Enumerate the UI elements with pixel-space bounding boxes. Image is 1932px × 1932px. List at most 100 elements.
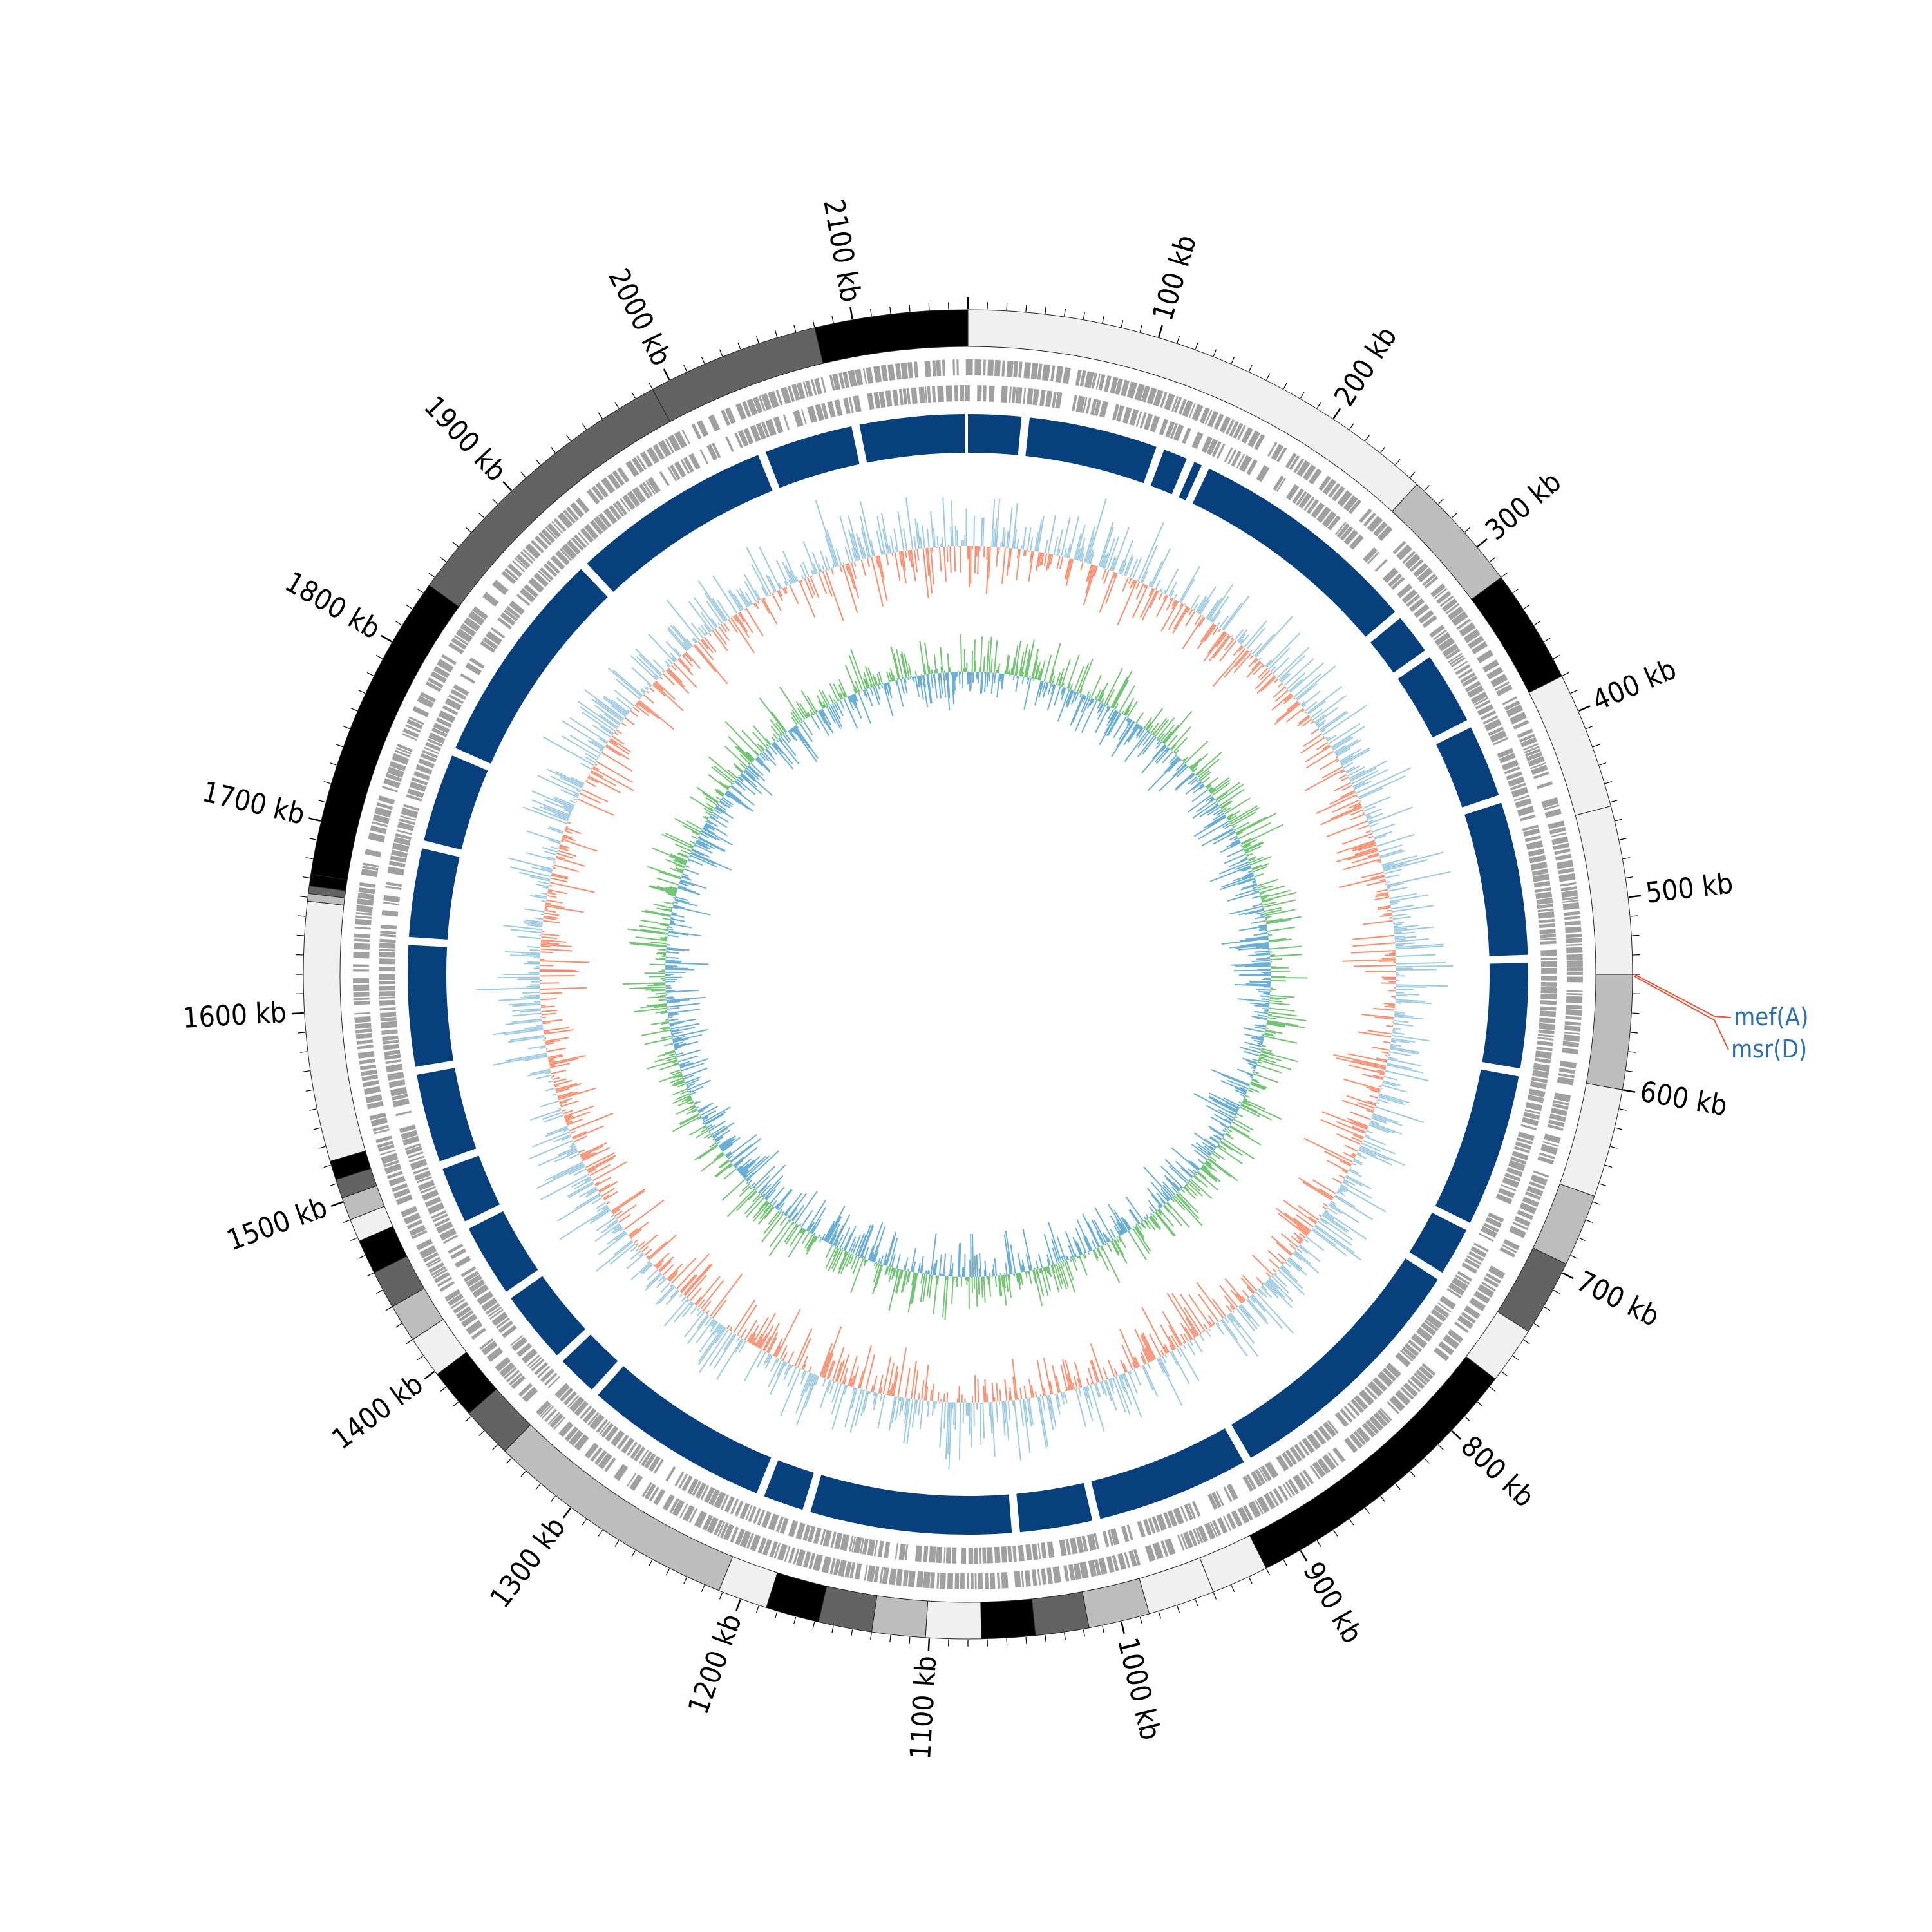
gc-content-bar [614, 1240, 633, 1256]
cds-feature [417, 1180, 435, 1191]
gc-skew-bar [671, 1034, 675, 1036]
cds-feature [1152, 1542, 1164, 1560]
gc-content-bar [1265, 1281, 1293, 1309]
gc-skew-bar [822, 701, 827, 708]
minor-tick [1593, 1201, 1600, 1205]
gc-skew-bar [1173, 751, 1177, 753]
minor-tick [520, 1471, 526, 1477]
gc-skew-bar [1099, 711, 1119, 746]
gc-content-bar [897, 1347, 907, 1397]
gc-content-bar [1358, 1031, 1392, 1038]
gc-content-bar [636, 656, 659, 679]
gc-skew-bar [1127, 718, 1131, 723]
gc-skew-bar [1155, 1211, 1177, 1237]
cds-feature [431, 1266, 446, 1276]
gc-content-bar [1354, 1159, 1363, 1164]
gc-content-bar [542, 846, 558, 853]
cds-feature [898, 388, 904, 406]
gc-skew-bar [1001, 674, 1005, 689]
gc-skew-bar [922, 1274, 928, 1302]
gc-content-bar [1101, 554, 1107, 568]
gc-skew-bar [828, 1247, 840, 1271]
gc-skew-bar [1213, 809, 1222, 816]
gc-skew-bar [1251, 1078, 1258, 1082]
cds-feature [377, 1141, 393, 1148]
cds-feature [1037, 1543, 1041, 1560]
gc-content-bar [866, 558, 870, 567]
gc-content-bar [1182, 1341, 1186, 1345]
gc-content-bar [555, 1083, 582, 1092]
gc-content-bar [1379, 849, 1403, 857]
major-tick [1562, 1272, 1574, 1280]
cds-feature [1566, 1005, 1582, 1010]
gc-content-bar [735, 614, 748, 632]
gc-content-bar [671, 665, 677, 671]
gc-skew-bar [707, 1135, 712, 1139]
cds-feature [641, 1451, 653, 1466]
gc-content-bar [540, 1173, 590, 1200]
gc-content-bar [581, 788, 609, 803]
cds-feature [1535, 1050, 1552, 1059]
gc-content-bar [1321, 1111, 1368, 1130]
gc-content-bar [541, 900, 546, 902]
gc-content-bar [564, 808, 572, 813]
gc-skew-bar [800, 1209, 813, 1227]
gc-content-bar [1340, 747, 1371, 765]
cds-feature [748, 1506, 757, 1522]
gc-content-bar [1302, 718, 1312, 727]
cds-feature [1322, 1421, 1337, 1437]
gc-skew-bar [1254, 950, 1270, 953]
cds-feature [1090, 399, 1097, 415]
gc-content-bar [668, 1269, 679, 1281]
gc-skew-bar [1107, 1203, 1126, 1233]
gc-skew-bar [1072, 1258, 1078, 1271]
gc-skew-bar [698, 835, 701, 838]
gc-skew-bar [1127, 724, 1140, 741]
gc-content-bar [1392, 1032, 1405, 1035]
gc-skew-bar [918, 1262, 921, 1273]
cds-feature [1476, 650, 1494, 663]
gc-content-bar [1343, 858, 1381, 871]
gc-skew-bar [1065, 1255, 1068, 1261]
cds-feature [696, 420, 709, 437]
gc-skew-bar [719, 800, 728, 808]
gc-skew-bar [697, 1106, 709, 1113]
gc-skew-bar [1019, 1272, 1023, 1285]
gc-skew-bar [849, 695, 853, 703]
gc-content-bar [1339, 1160, 1352, 1167]
gc-skew-bar [1025, 1271, 1028, 1278]
gc-skew-bar [672, 1095, 691, 1104]
gc-skew-bar [1184, 741, 1209, 764]
blast-hit-block [764, 1460, 814, 1510]
gc-skew-bar [671, 1031, 683, 1035]
cds-feature [379, 934, 397, 938]
gc-content-bar [588, 1168, 596, 1173]
gc-content-bar [730, 617, 755, 654]
cds-feature [636, 455, 647, 470]
cds-feature [1560, 886, 1577, 892]
gc-skew-bar [1261, 898, 1265, 901]
major-tick [849, 307, 853, 319]
cds-feature [706, 1516, 719, 1534]
gc-content-bar [1304, 768, 1345, 791]
gc-skew-bar [907, 1271, 911, 1283]
cds-feature [735, 1528, 746, 1546]
gc-skew-bar [702, 828, 733, 846]
gc-content-bar [1342, 958, 1396, 962]
contig-segment [1139, 1557, 1214, 1615]
gc-skew-bar [920, 1256, 924, 1274]
gc-skew-bar [863, 672, 870, 688]
gc-skew-bar [677, 1083, 687, 1088]
cds-feature [1553, 1092, 1571, 1103]
minor-tick [1501, 573, 1508, 578]
gc-content-bar [1185, 611, 1196, 627]
cds-feature [895, 1569, 903, 1586]
gc-skew-bar [1164, 1175, 1180, 1191]
gc-content-bar [1086, 498, 1107, 564]
gc-content-bar [1063, 1391, 1068, 1403]
cds-feature [418, 758, 435, 768]
cds-feature [437, 659, 454, 673]
cds-feature [406, 719, 423, 730]
minor-tick [1533, 1323, 1540, 1328]
gc-content-bar [1383, 913, 1392, 915]
